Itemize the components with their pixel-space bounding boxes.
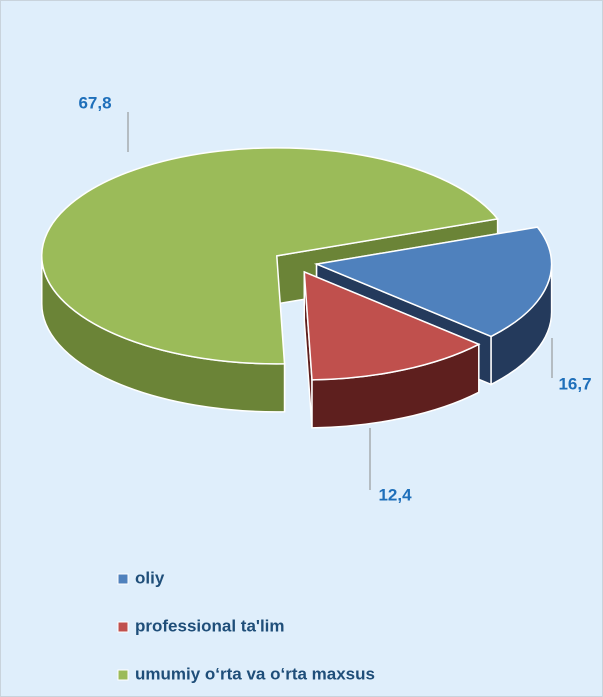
data-label: 16,7 xyxy=(558,374,591,393)
slice xyxy=(313,226,553,338)
legend-label: oliy xyxy=(135,568,165,587)
legend-swatch xyxy=(117,669,129,681)
data-label: 12,4 xyxy=(378,485,412,504)
slice xyxy=(41,147,499,365)
data-label: 67,8 xyxy=(78,93,111,112)
legend-swatch xyxy=(117,573,129,585)
legend-label: professional ta'lim xyxy=(135,616,285,635)
slice xyxy=(303,270,481,381)
legend-label: umumiy o‘rta va o‘rta maxsus xyxy=(135,664,375,683)
legend-swatch xyxy=(117,621,129,633)
